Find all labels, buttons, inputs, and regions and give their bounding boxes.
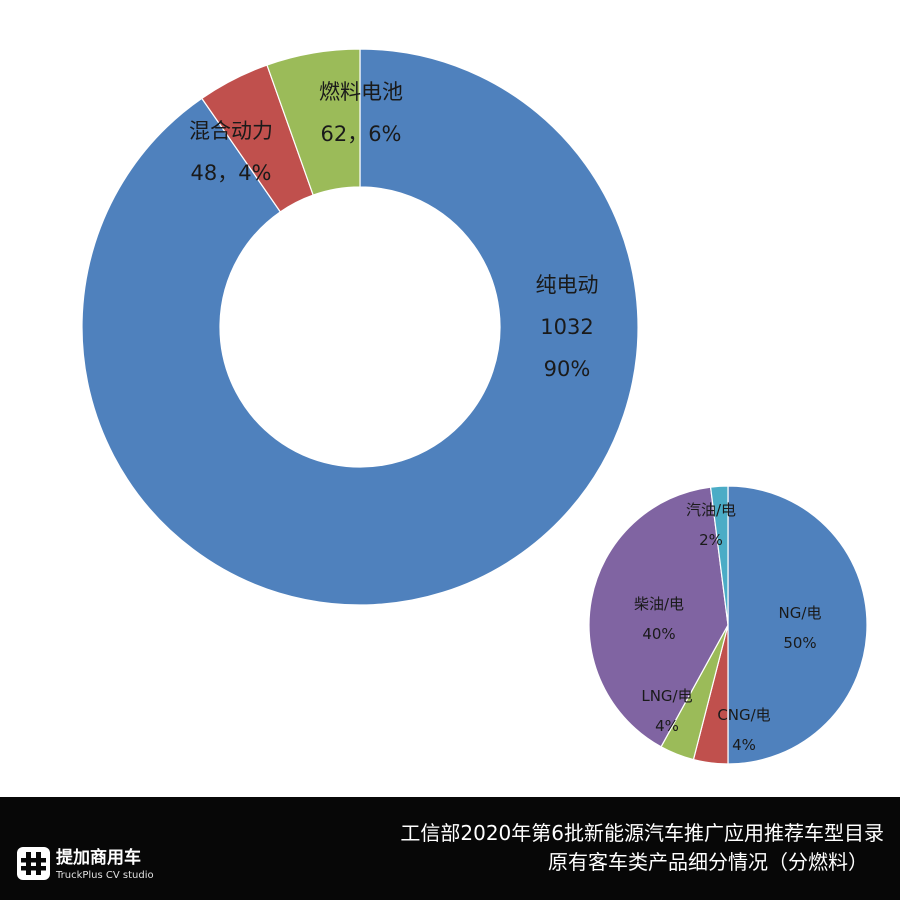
pie-data-label-2: LNG/电 4% bbox=[641, 687, 692, 735]
donut-data-label-1: 混合动力 48，4% bbox=[189, 119, 273, 185]
donut-slice-0 bbox=[81, 48, 639, 606]
footer-title-line-1: 工信部2020年第6批新能源汽车推广应用推荐车型目录 bbox=[400, 821, 884, 845]
brand-name-en: TruckPlus CV studio bbox=[56, 870, 154, 881]
chart-area: 纯电动 1032 90% 混合动力 48，4% 燃料电池 62，6% NG/电 50% CNG/… bbox=[81, 48, 868, 765]
pie-slice-0 bbox=[727, 485, 868, 765]
fuel-type-donut-chart: 纯电动 1032 90% 混合动力 48，4% 燃料电池 62，6% bbox=[81, 48, 639, 606]
pie-data-label-3: 柴油/电 40% bbox=[634, 595, 684, 643]
footer-banner bbox=[0, 797, 900, 900]
footer-title-line-2: 原有客车类产品细分情况（分燃料） bbox=[548, 850, 868, 874]
pie-slice-3 bbox=[588, 486, 729, 748]
pie-data-label-4: 汽油/电 2% bbox=[686, 501, 736, 549]
brand-name-cn: 提加商用车 bbox=[56, 848, 141, 868]
pie-data-label-0: NG/电 50% bbox=[779, 604, 822, 652]
hybrid-fuel-pie-chart: NG/电 50% CNG/电 4% LNG/电 4% 柴油/电 40%汽油/电 2% bbox=[588, 485, 868, 765]
truckplus-logo-icon bbox=[17, 847, 50, 880]
donut-data-label-0: 纯电动 1032 90% bbox=[536, 273, 599, 381]
pie-data-label-1: CNG/电 4% bbox=[717, 706, 770, 754]
donut-slice-2 bbox=[266, 48, 361, 196]
pie-slice-4 bbox=[709, 485, 729, 626]
donut-data-label-2: 燃料电池 62，6% bbox=[319, 80, 403, 146]
